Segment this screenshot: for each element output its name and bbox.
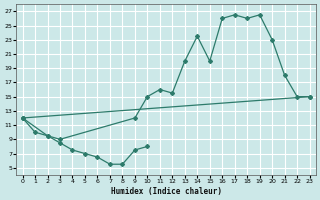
X-axis label: Humidex (Indice chaleur): Humidex (Indice chaleur) [111, 187, 221, 196]
